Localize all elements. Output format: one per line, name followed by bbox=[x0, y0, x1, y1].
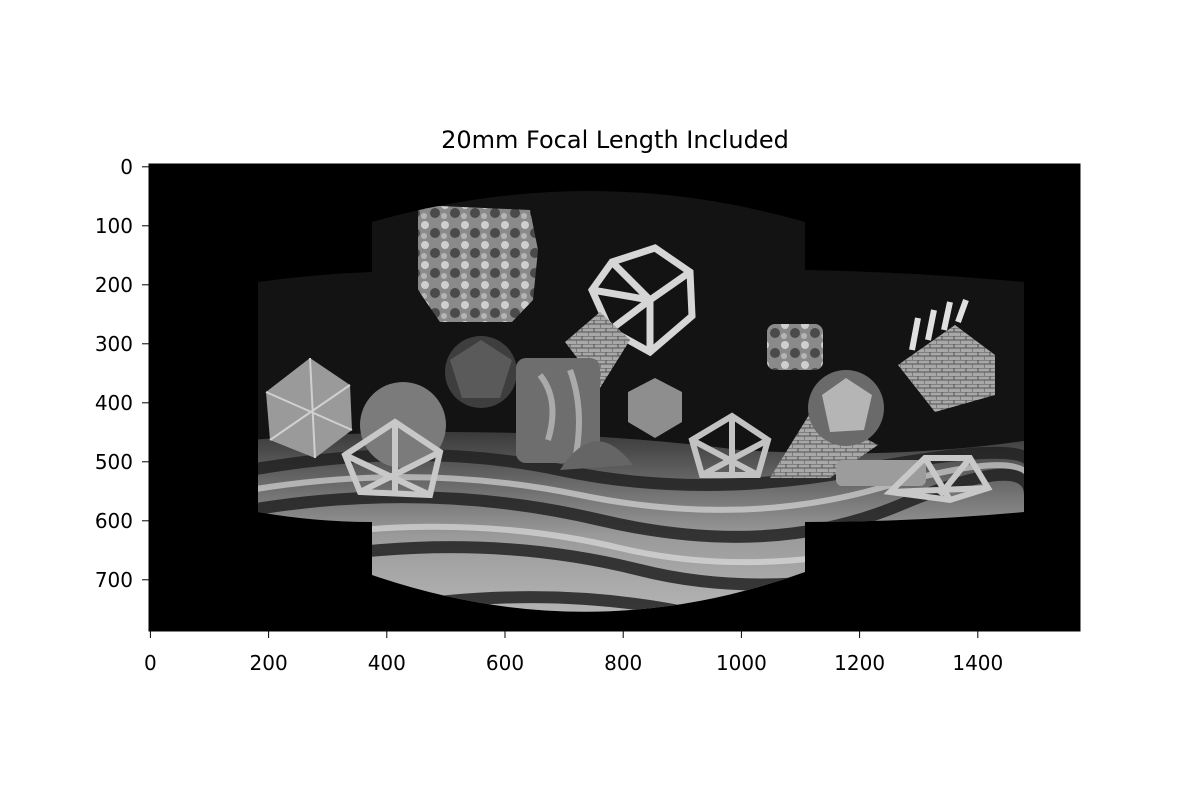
x-tick: 1200 bbox=[834, 631, 885, 675]
plot-title: 20mm Focal Length Included bbox=[441, 126, 789, 154]
x-tick-label: 400 bbox=[368, 651, 406, 675]
y-axis: 0 100 200 300 400 500 600 700 bbox=[95, 155, 149, 592]
y-tick-label: 0 bbox=[120, 155, 133, 179]
y-tick-label: 100 bbox=[95, 214, 133, 238]
x-tick-label: 200 bbox=[250, 651, 288, 675]
y-tick: 300 bbox=[95, 332, 149, 356]
y-tick: 0 bbox=[120, 155, 149, 179]
y-tick-label: 300 bbox=[95, 332, 133, 356]
x-tick: 200 bbox=[250, 631, 288, 675]
x-tick: 400 bbox=[368, 631, 406, 675]
y-tick: 600 bbox=[95, 509, 149, 533]
y-tick: 200 bbox=[95, 273, 149, 297]
x-tick: 1000 bbox=[716, 631, 767, 675]
x-tick-label: 1000 bbox=[716, 651, 767, 675]
y-tick-label: 600 bbox=[95, 509, 133, 533]
x-tick-label: 1200 bbox=[834, 651, 885, 675]
x-axis: 0 200 400 600 800 1000 1200 1400 bbox=[144, 631, 1003, 675]
x-tick: 600 bbox=[486, 631, 524, 675]
y-tick: 700 bbox=[95, 568, 149, 592]
image-axes bbox=[148, 163, 1081, 632]
y-tick: 500 bbox=[95, 450, 149, 474]
y-tick-label: 500 bbox=[95, 450, 133, 474]
y-tick-label: 400 bbox=[95, 391, 133, 415]
y-tick-label: 700 bbox=[95, 568, 133, 592]
x-tick: 1400 bbox=[952, 631, 1003, 675]
axes-frame bbox=[148, 163, 1081, 632]
x-tick-label: 800 bbox=[604, 651, 642, 675]
x-tick-label: 600 bbox=[486, 651, 524, 675]
y-tick: 100 bbox=[95, 214, 149, 238]
y-tick: 400 bbox=[95, 391, 149, 415]
x-tick-label: 0 bbox=[144, 651, 157, 675]
y-tick-label: 200 bbox=[95, 273, 133, 297]
x-tick: 800 bbox=[604, 631, 642, 675]
x-tick-label: 1400 bbox=[952, 651, 1003, 675]
x-tick: 0 bbox=[144, 631, 157, 675]
